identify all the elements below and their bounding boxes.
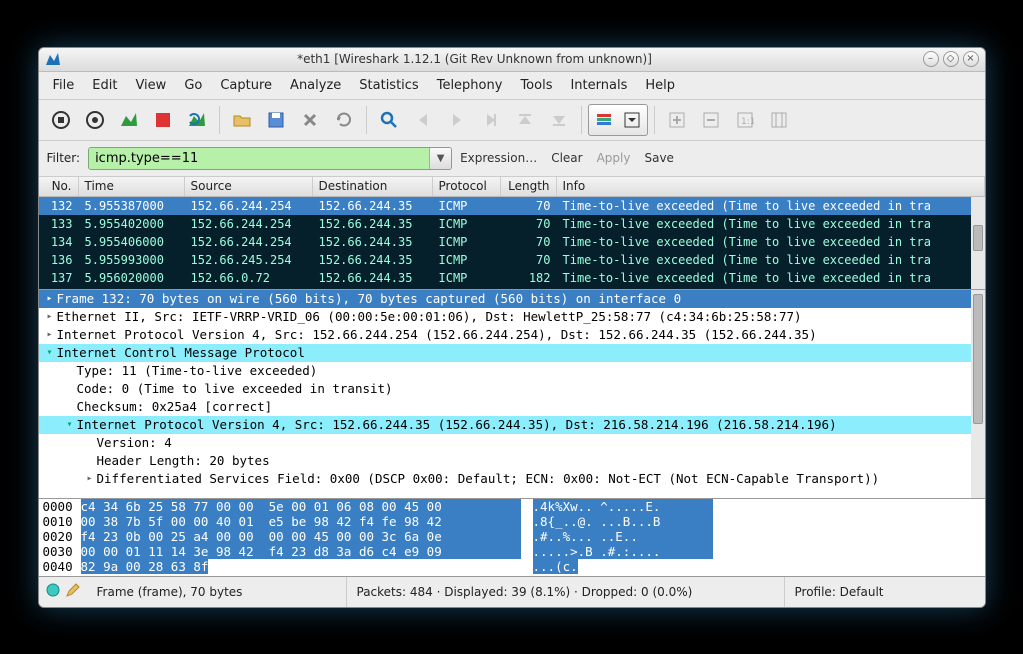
go-to-icon[interactable]	[475, 104, 507, 136]
tree-row[interactable]: Checksum: 0x25a4 [correct]	[39, 398, 985, 416]
menu-statistics[interactable]: Statistics	[351, 76, 426, 95]
tree-row[interactable]: Code: 0 (Time to live exceeded in transi…	[39, 380, 985, 398]
titlebar[interactable]: *eth1 [Wireshark 1.12.1 (Git Rev Unknown…	[39, 48, 985, 72]
wireshark-window: *eth1 [Wireshark 1.12.1 (Git Rev Unknown…	[38, 47, 986, 608]
go-back-icon[interactable]	[407, 104, 439, 136]
packet-list-scrollbar[interactable]	[971, 197, 985, 289]
colorize-group	[588, 104, 648, 136]
packet-row[interactable]: 1365.955993000152.66.245.254152.66.244.3…	[39, 251, 985, 269]
minimize-button[interactable]: –	[923, 51, 939, 67]
start-capture-icon[interactable]	[113, 104, 145, 136]
tree-row[interactable]: ▸Differentiated Services Field: 0x00 (DS…	[39, 470, 985, 488]
go-forward-icon[interactable]	[441, 104, 473, 136]
col-header-no[interactable]: No.	[39, 177, 79, 196]
tree-scrollbar[interactable]	[971, 290, 985, 498]
menu-file[interactable]: File	[45, 76, 83, 95]
tree-row[interactable]: Version: 4	[39, 434, 985, 452]
window-title: *eth1 [Wireshark 1.12.1 (Git Rev Unknown…	[38, 52, 923, 66]
packet-row[interactable]: 1345.955406000152.66.244.254152.66.244.3…	[39, 233, 985, 251]
colorize-icon[interactable]	[591, 107, 617, 133]
maximize-button[interactable]: ◇	[943, 51, 959, 67]
status-left: Frame (frame), 70 bytes	[87, 577, 347, 607]
col-header-source[interactable]: Source	[185, 177, 313, 196]
filter-bar: Filter: ▼ Expression… Clear Apply Save	[39, 141, 985, 177]
menu-go[interactable]: Go	[176, 76, 210, 95]
zoom-in-icon[interactable]	[661, 104, 693, 136]
go-first-icon[interactable]	[509, 104, 541, 136]
tree-row[interactable]: ▸Internet Protocol Version 4, Src: 152.6…	[39, 326, 985, 344]
tree-row[interactable]: Header Length: 20 bytes	[39, 452, 985, 470]
menu-edit[interactable]: Edit	[84, 76, 125, 95]
hex-row[interactable]: 003000 00 01 11 14 3e 98 42 f4 23 d8 3a …	[39, 544, 985, 559]
col-header-length[interactable]: Length	[501, 177, 557, 196]
reload-icon[interactable]	[328, 104, 360, 136]
zoom-out-icon[interactable]	[695, 104, 727, 136]
col-header-protocol[interactable]: Protocol	[433, 177, 501, 196]
menu-view[interactable]: View	[127, 76, 174, 95]
packet-row[interactable]: 1375.956020000152.66.0.72152.66.244.35IC…	[39, 269, 985, 287]
packet-bytes-pane[interactable]: 0000c4 34 6b 25 58 77 00 00 5e 00 01 06 …	[39, 499, 985, 577]
toolbar: 1:1	[39, 100, 985, 141]
hex-row[interactable]: 0020f4 23 0b 00 25 a4 00 00 00 00 45 00 …	[39, 529, 985, 544]
menubar: File Edit View Go Capture Analyze Statis…	[39, 72, 985, 100]
save-link[interactable]: Save	[644, 151, 673, 165]
filter-label: Filter:	[47, 151, 81, 165]
open-icon[interactable]	[226, 104, 258, 136]
menu-capture[interactable]: Capture	[212, 76, 280, 95]
hex-row[interactable]: 004082 9a 00 28 63 8f...(c.	[39, 559, 985, 574]
col-header-time[interactable]: Time	[79, 177, 185, 196]
go-last-icon[interactable]	[543, 104, 575, 136]
interfaces-icon[interactable]	[45, 104, 77, 136]
packet-row[interactable]: 1335.955402000152.66.244.254152.66.244.3…	[39, 215, 985, 233]
find-icon[interactable]	[373, 104, 405, 136]
status-right[interactable]: Profile: Default	[785, 577, 985, 607]
menu-internals[interactable]: Internals	[562, 76, 635, 95]
menu-tools[interactable]: Tools	[512, 76, 560, 95]
expression-link[interactable]: Expression…	[460, 151, 537, 165]
packet-details-pane[interactable]: ▸Frame 132: 70 bytes on wire (560 bits),…	[39, 289, 985, 499]
filter-dropdown[interactable]: ▼	[429, 148, 451, 169]
zoom-reset-icon[interactable]: 1:1	[729, 104, 761, 136]
restart-capture-icon[interactable]	[181, 104, 213, 136]
tree-row[interactable]: Type: 11 (Time-to-live exceeded)	[39, 362, 985, 380]
expert-info-icon[interactable]	[45, 582, 61, 601]
save-icon[interactable]	[260, 104, 292, 136]
options-icon[interactable]	[79, 104, 111, 136]
packet-list-pane[interactable]: No. Time Source Destination Protocol Len…	[39, 177, 985, 289]
col-header-info[interactable]: Info	[557, 177, 985, 196]
tree-row[interactable]: ▾Internet Protocol Version 4, Src: 152.6…	[39, 416, 985, 434]
stop-capture-icon[interactable]	[147, 104, 179, 136]
statusbar: Frame (frame), 70 bytes Packets: 484 · D…	[39, 577, 985, 607]
tree-row[interactable]: ▸Ethernet II, Src: IETF-VRRP-VRID_06 (00…	[39, 308, 985, 326]
clear-link[interactable]: Clear	[551, 151, 582, 165]
edit-icon[interactable]	[65, 582, 81, 601]
status-center: Packets: 484 · Displayed: 39 (8.1%) · Dr…	[347, 577, 785, 607]
apply-link[interactable]: Apply	[597, 151, 631, 165]
close-button[interactable]: ×	[963, 51, 979, 67]
close-file-icon[interactable]	[294, 104, 326, 136]
svg-text:1:1: 1:1	[741, 117, 754, 127]
packet-row[interactable]: 1325.955387000152.66.244.254152.66.244.3…	[39, 197, 985, 215]
menu-help[interactable]: Help	[637, 76, 683, 95]
hex-row[interactable]: 001000 38 7b 5f 00 00 40 01 e5 be 98 42 …	[39, 514, 985, 529]
hex-row[interactable]: 0000c4 34 6b 25 58 77 00 00 5e 00 01 06 …	[39, 499, 985, 514]
resize-columns-icon[interactable]	[763, 104, 795, 136]
tree-row[interactable]: ▾Internet Control Message Protocol	[39, 344, 985, 362]
filter-input[interactable]	[89, 148, 429, 169]
menu-analyze[interactable]: Analyze	[282, 76, 349, 95]
menu-telephony[interactable]: Telephony	[429, 76, 511, 95]
tree-row[interactable]: ▸Frame 132: 70 bytes on wire (560 bits),…	[39, 290, 985, 308]
col-header-destination[interactable]: Destination	[313, 177, 433, 196]
packet-list-header[interactable]: No. Time Source Destination Protocol Len…	[39, 177, 985, 197]
auto-scroll-icon[interactable]	[619, 107, 645, 133]
